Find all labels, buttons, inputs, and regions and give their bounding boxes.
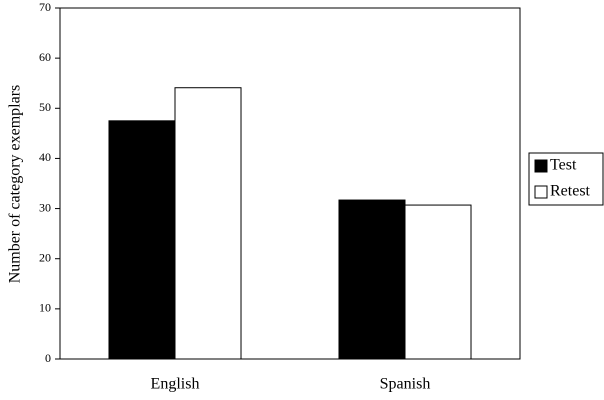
y-tick-label: 30 [39,200,51,214]
legend-label: Retest [550,183,591,200]
bar [404,204,472,360]
legend-swatch [534,159,548,173]
y-tick-label: 10 [39,301,51,315]
y-tick-label: 20 [39,250,51,264]
y-axis-label: Number of category exemplars [7,85,24,284]
legend-label: Test [550,157,577,174]
bar [338,199,406,360]
x-tick-label: Spanish [380,376,431,393]
bar [108,120,176,360]
y-tick-label: 60 [39,50,51,64]
x-tick-label: English [151,376,200,393]
y-tick-label: 50 [39,100,51,114]
legend-swatch [534,185,548,199]
plot-border [59,7,521,360]
y-tick-label: 0 [45,351,51,365]
y-tick-label: 40 [39,150,51,164]
bar [174,87,242,360]
y-tick-label: 70 [39,0,51,14]
